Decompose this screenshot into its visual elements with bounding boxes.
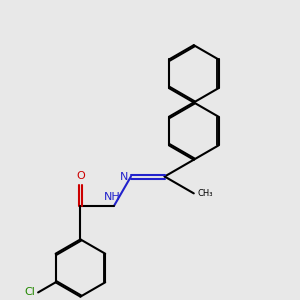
Text: O: O bbox=[76, 171, 85, 182]
Text: NH: NH bbox=[104, 192, 121, 202]
Text: N: N bbox=[120, 172, 128, 182]
Text: CH₃: CH₃ bbox=[198, 189, 213, 198]
Text: Cl: Cl bbox=[24, 287, 35, 297]
